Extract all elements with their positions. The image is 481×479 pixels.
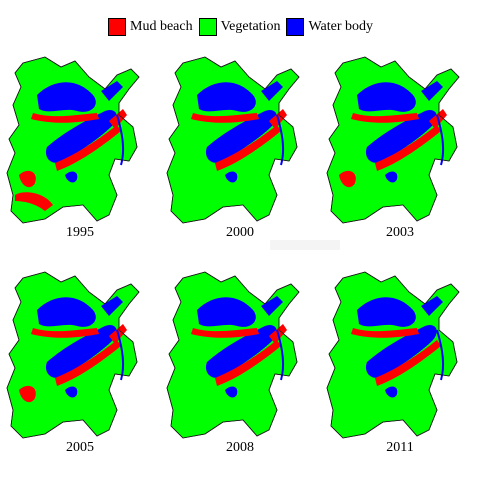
water-body-area	[385, 386, 398, 398]
year-label: 2011	[386, 440, 414, 455]
legend-label-mud-beach: Mud beach	[130, 19, 193, 34]
legend-item-vegetation: Vegetation	[198, 18, 281, 36]
legend-swatch-mud-beach	[108, 18, 126, 36]
water-body-area	[205, 324, 277, 378]
water-body-area	[65, 171, 78, 183]
land-cover-map	[6, 56, 140, 224]
mud-beach-area	[191, 328, 259, 338]
water-body-area	[37, 297, 96, 327]
water-body-area	[357, 297, 416, 327]
year-label: 2003	[386, 225, 414, 240]
water-body-area	[365, 109, 437, 163]
land-cover-map	[166, 56, 300, 224]
mud-beach-area	[31, 113, 99, 123]
legend: Mud beach Vegetation Water body	[108, 14, 373, 40]
water-body-area	[261, 296, 283, 316]
water-body-area	[225, 171, 238, 183]
map-outline	[326, 56, 460, 224]
mud-beach-area	[339, 170, 356, 188]
mud-beach-area	[351, 328, 419, 338]
mud-beach-area	[191, 113, 259, 123]
river-channel	[436, 329, 445, 381]
year-label: 1995	[66, 225, 94, 240]
river-channel	[116, 329, 125, 381]
map-panel-2005: 2005	[5, 270, 155, 460]
map-outline	[166, 56, 300, 224]
legend-swatch-water-body	[286, 18, 305, 36]
year-label: 2000	[226, 225, 254, 240]
water-body-area	[421, 296, 443, 316]
year-label: 2008	[226, 440, 254, 455]
water-body-area	[45, 324, 117, 378]
land-cover-map	[166, 271, 300, 439]
legend-label-vegetation: Vegetation	[220, 19, 281, 34]
map-panel-2008: 2008	[165, 270, 315, 460]
mud-beach-area	[19, 170, 36, 188]
map-panel-1995: 1995	[5, 55, 155, 245]
map-outline	[326, 271, 460, 439]
river-channel	[276, 329, 285, 381]
water-body-area	[385, 171, 398, 183]
land-cover-map	[6, 271, 140, 439]
mud-beach-area	[215, 125, 281, 171]
mud-beach-area	[31, 328, 99, 338]
map-outline	[6, 56, 140, 224]
water-body-area	[197, 82, 256, 112]
water-body-area	[37, 82, 96, 112]
water-body-area	[197, 297, 256, 327]
map-panel-2000: 2000	[165, 55, 315, 245]
water-body-area	[225, 386, 238, 398]
river-channel	[436, 114, 445, 166]
water-body-area	[261, 81, 283, 101]
mud-beach-area	[215, 340, 281, 386]
water-body-area	[45, 109, 117, 163]
land-cover-map	[326, 56, 460, 224]
mud-beach-area	[375, 125, 441, 171]
river-channel	[276, 114, 285, 166]
water-body-area	[357, 82, 416, 112]
mud-beach-area	[15, 192, 53, 211]
river-channel	[116, 114, 125, 166]
water-body-area	[365, 324, 437, 378]
legend-swatch-vegetation	[198, 18, 217, 36]
map-outline	[6, 271, 140, 439]
legend-label-water-body: Water body	[308, 19, 374, 34]
mud-beach-area	[55, 125, 121, 171]
water-body-area	[101, 296, 123, 316]
mud-beach-area	[375, 340, 441, 386]
legend-item-water-body: Water body	[286, 18, 373, 36]
map-panel-2011: 2011	[325, 270, 475, 460]
mud-beach-area	[351, 113, 419, 123]
map-outline	[166, 271, 300, 439]
land-cover-map	[326, 271, 460, 439]
map-panel-2003: 2003	[325, 55, 475, 245]
mud-beach-area	[55, 340, 121, 386]
scan-artifact	[270, 240, 340, 250]
water-body-area	[101, 81, 123, 101]
mud-beach-area	[19, 385, 36, 403]
year-label: 2005	[66, 440, 94, 455]
water-body-area	[205, 109, 277, 163]
water-body-area	[65, 386, 78, 398]
water-body-area	[421, 81, 443, 101]
legend-item-mud-beach: Mud beach	[108, 18, 193, 36]
